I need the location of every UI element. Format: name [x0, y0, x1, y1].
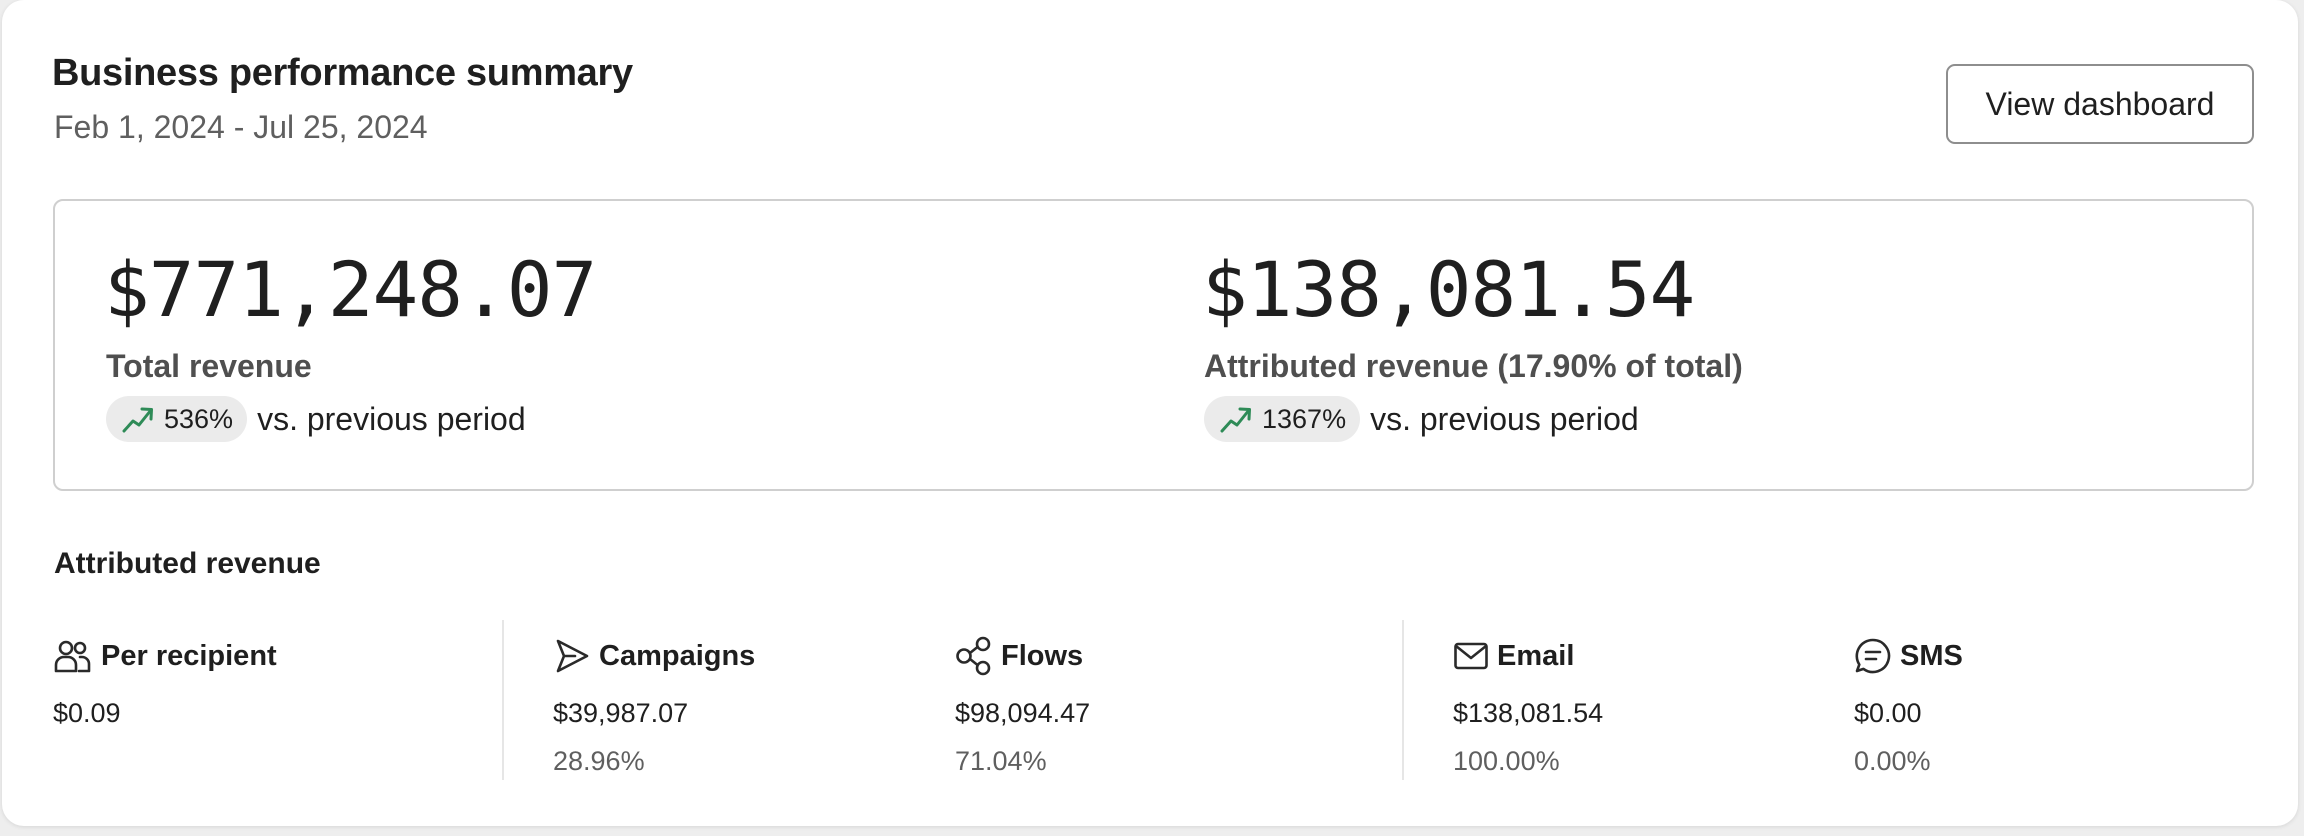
- sms-value: $0.00: [1854, 698, 1922, 728]
- trend-badge: 536%: [106, 396, 248, 442]
- email-share: 100.00%: [1453, 746, 1560, 776]
- trend-percent: 536%: [164, 403, 234, 434]
- date-range: Feb 1, 2024 - Jul 25, 2024: [54, 109, 428, 145]
- trend-suffix: vs. previous period: [1370, 400, 1639, 437]
- total-revenue-trend: 536% vs. previous period: [106, 395, 526, 443]
- page-title: Business performance summary: [52, 52, 633, 94]
- attributed-revenue-heading: Attributed revenue: [54, 547, 321, 580]
- sms-share: 0.00%: [1854, 746, 1931, 776]
- trend-up-icon: [122, 407, 153, 433]
- attributed-revenue-value: $138,081.54: [1202, 245, 1695, 334]
- view-dashboard-button[interactable]: View dashboard: [1946, 64, 2254, 144]
- campaigns-label: Campaigns: [599, 639, 756, 672]
- column-divider: [502, 620, 504, 780]
- trend-suffix: vs. previous period: [257, 400, 526, 437]
- chat-icon: [1855, 638, 1891, 674]
- trend-percent: 1367%: [1262, 403, 1347, 434]
- campaigns-value: $39,987.07: [553, 698, 689, 728]
- flows-value: $98,094.47: [955, 698, 1091, 728]
- attributed-revenue-trend: 1367% vs. previous period: [1204, 395, 1639, 443]
- flows-column: Flows $98,094.47 71.04%: [955, 636, 1090, 776]
- flows-label: Flows: [1001, 639, 1084, 672]
- total-revenue-label: Total revenue: [106, 348, 312, 384]
- email-column: Email $138,081.54 100.00%: [1453, 636, 1603, 777]
- flows-icon: [956, 636, 991, 676]
- attributed-revenue-label: Attributed revenue (17.90% of total): [1204, 348, 1743, 384]
- trend-badge: 1367%: [1204, 396, 1361, 442]
- campaigns-share: 28.96%: [553, 746, 645, 776]
- send-icon: [556, 639, 589, 673]
- total-revenue-value: $771,248.07: [104, 245, 597, 334]
- per-recipient-column: Per recipient $0.09: [53, 636, 277, 729]
- flows-share: 71.04%: [955, 746, 1047, 776]
- mail-icon: [1454, 642, 1488, 670]
- per-recipient-label: Per recipient: [101, 639, 277, 672]
- email-value: $138,081.54: [1453, 698, 1604, 728]
- sms-label: SMS: [1900, 639, 1963, 672]
- per-recipient-value: $0.09: [53, 698, 121, 728]
- column-divider: [1402, 620, 1404, 780]
- email-label: Email: [1497, 639, 1575, 672]
- campaigns-column: Campaigns $39,987.07 28.96%: [553, 636, 756, 777]
- users-icon: [54, 640, 91, 673]
- revenue-summary-box: $771,248.07 Total revenue 536% vs. previ…: [53, 199, 2254, 491]
- trend-up-icon: [1220, 407, 1251, 433]
- sms-column: SMS $0.00 0.00%: [1854, 636, 1963, 776]
